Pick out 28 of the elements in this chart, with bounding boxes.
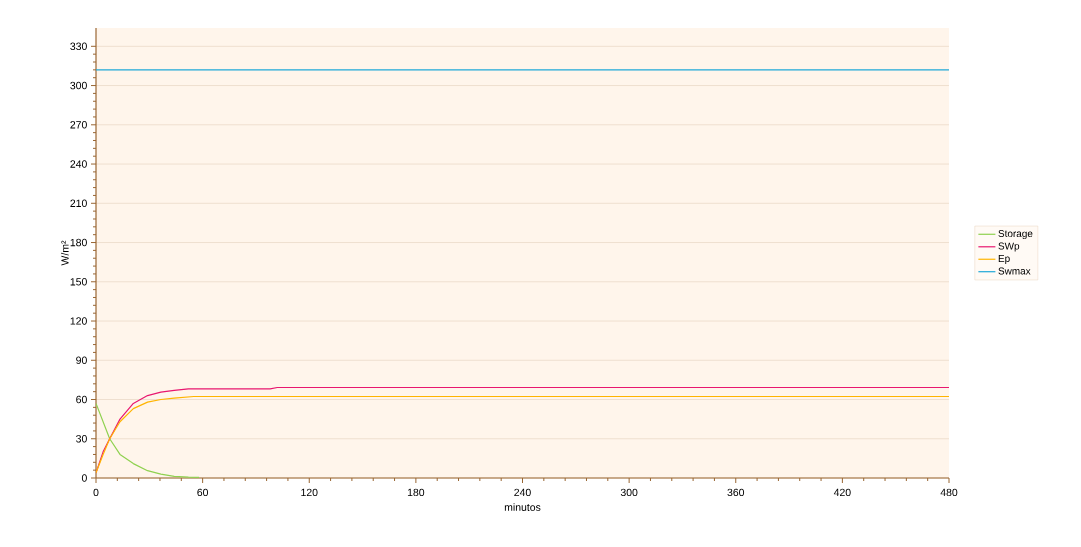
x-tick-label: 480 [940,488,958,497]
y-axis-title: W/m² [61,240,69,266]
y-tick-label: 180 [70,238,87,247]
y-tick-label: 30 [76,435,87,443]
y-tick-label: 150 [70,278,87,286]
y-tick-label: 60 [76,395,87,404]
x-tick-label: 360 [727,488,745,497]
y-tick-label: 210 [70,199,87,207]
x-tick-label: 60 [197,488,209,497]
legend-label: Ep [998,255,1010,264]
x-tick-label: 180 [407,488,425,497]
legend-label: Swmax [998,267,1031,275]
line-series [96,402,200,478]
y-tick-label: 330 [70,42,87,51]
x-tick-label: 120 [301,488,318,497]
y-tick-label: 120 [70,317,87,325]
y-tick-label: 90 [76,356,87,364]
y-tick-label: 0 [81,474,87,482]
x-axis-title: minutos [504,503,541,511]
legend-label: SWp [998,242,1020,252]
x-tick-label: 300 [620,488,638,497]
x-tick-label: 420 [833,488,851,497]
y-tick-label: 240 [70,160,87,168]
legend-label: Storage [998,230,1033,240]
y-tick-label: 300 [70,81,87,90]
y-tick-label: 270 [70,121,87,129]
x-tick-label: 0 [93,488,99,497]
x-tick-label: 240 [514,488,531,497]
